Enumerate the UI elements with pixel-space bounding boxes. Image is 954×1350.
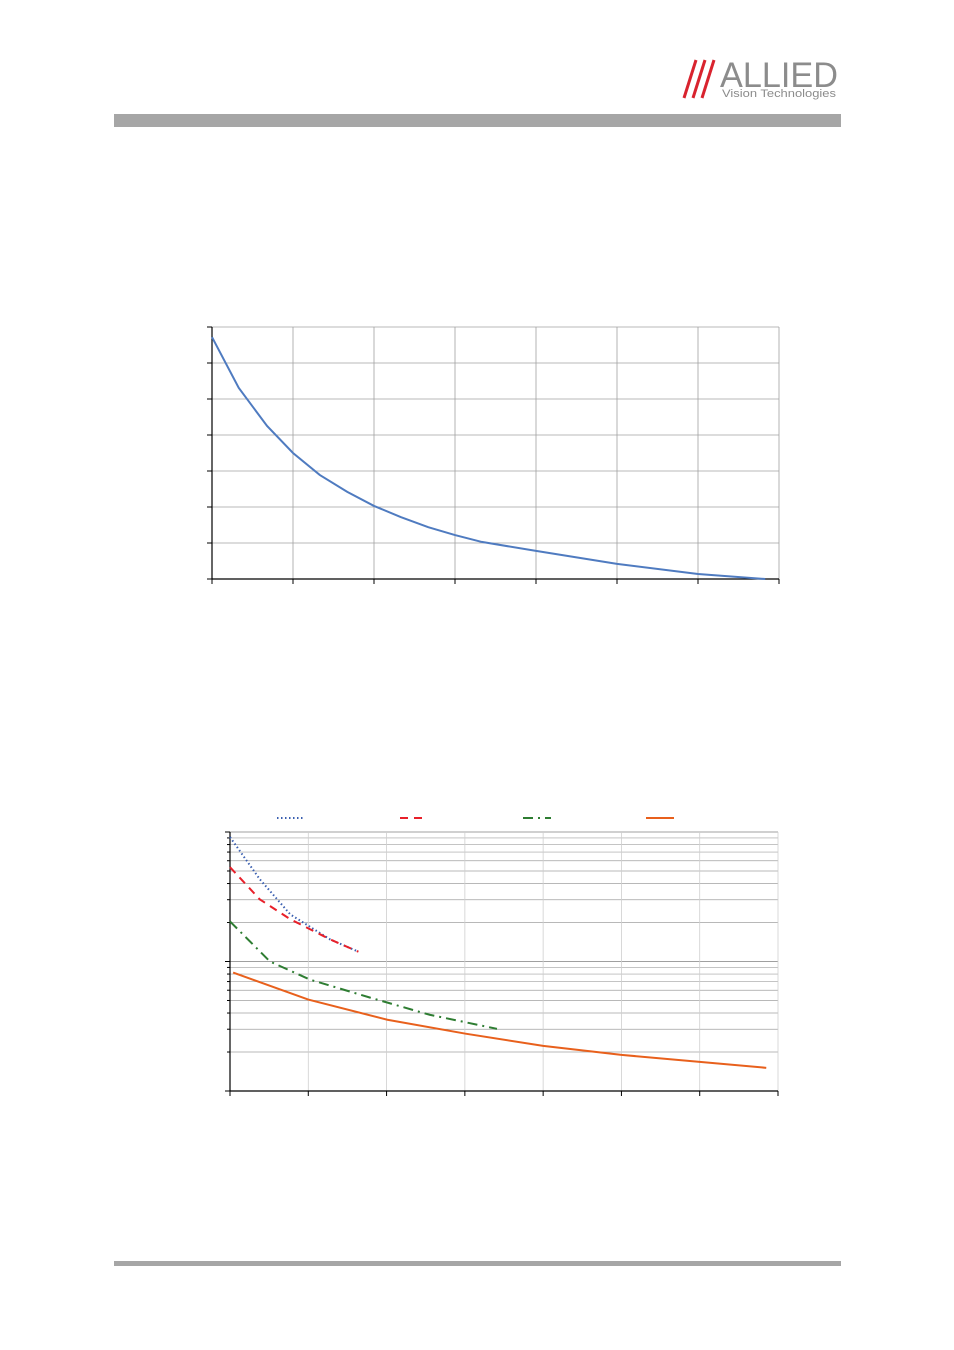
logo-name: ALLIED — [720, 56, 838, 95]
logo-tagline: Vision Technologies — [722, 88, 837, 100]
series-line — [232, 971, 767, 1069]
logo-slashes — [682, 59, 716, 99]
series-line — [211, 336, 766, 580]
footer-bar — [114, 1261, 841, 1266]
logo: ALLIED Vision Technologies — [682, 56, 838, 100]
series-line — [229, 920, 498, 1030]
series-line — [229, 866, 359, 953]
series-line — [229, 836, 359, 953]
header-bar — [114, 114, 841, 127]
